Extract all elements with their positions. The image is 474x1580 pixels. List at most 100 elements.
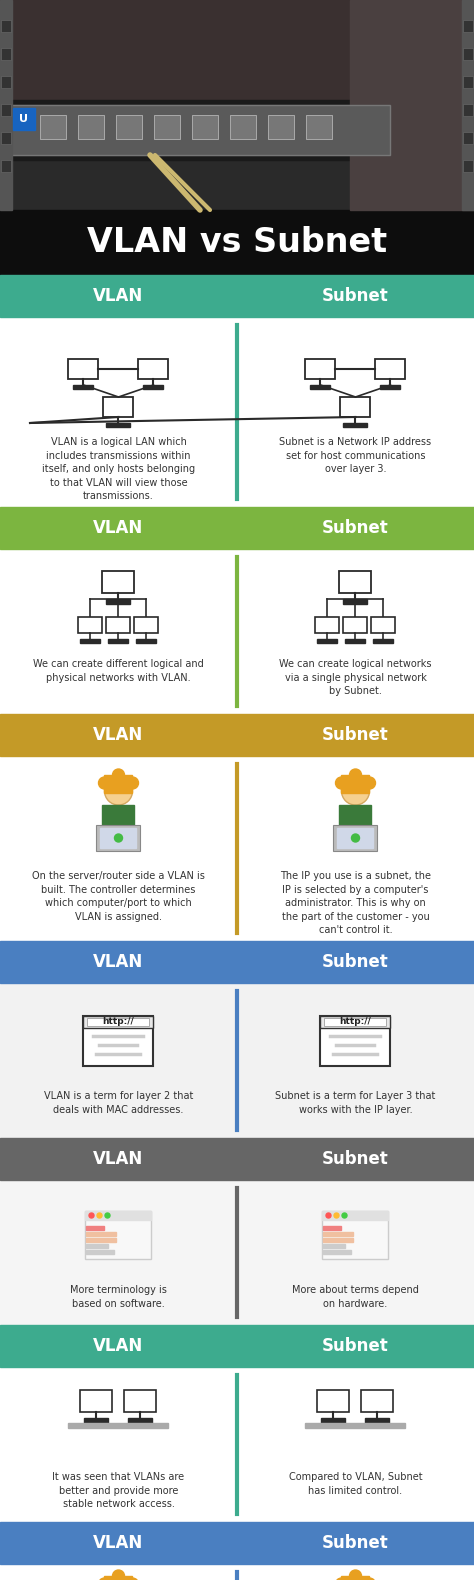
Bar <box>116 115 142 139</box>
Bar <box>69 359 99 379</box>
Bar <box>1 160 11 172</box>
Bar <box>0 275 474 318</box>
Bar <box>69 1424 168 1428</box>
Bar <box>341 1575 370 1580</box>
Bar <box>374 638 393 643</box>
Circle shape <box>112 769 125 781</box>
Circle shape <box>127 1578 138 1580</box>
Bar <box>0 318 474 507</box>
Circle shape <box>99 777 110 788</box>
Circle shape <box>127 777 138 788</box>
Bar <box>463 47 473 60</box>
Bar <box>306 115 332 139</box>
Bar <box>1 133 11 144</box>
Text: Subnet: Subnet <box>322 1337 389 1356</box>
Bar <box>463 21 473 32</box>
Bar <box>339 804 372 825</box>
Bar <box>86 1250 115 1255</box>
Circle shape <box>352 834 359 842</box>
Text: VLAN: VLAN <box>93 953 144 972</box>
Bar <box>88 1018 149 1025</box>
Bar <box>78 115 104 139</box>
Bar <box>84 1417 109 1424</box>
Circle shape <box>334 1213 339 1218</box>
Circle shape <box>112 1571 125 1580</box>
Circle shape <box>105 1213 110 1218</box>
Bar <box>306 1424 405 1428</box>
Bar <box>325 1018 386 1025</box>
Text: Subnet is a term for Layer 3 that
works with the IP layer.: Subnet is a term for Layer 3 that works … <box>275 1092 436 1114</box>
Circle shape <box>349 1571 362 1580</box>
Text: VLAN: VLAN <box>93 1337 144 1356</box>
Text: http://: http:// <box>103 1018 134 1027</box>
Circle shape <box>336 1578 347 1580</box>
Circle shape <box>341 1578 370 1580</box>
Bar <box>103 397 134 417</box>
Text: Compared to VLAN, Subnet
has limited control.: Compared to VLAN, Subnet has limited con… <box>289 1473 422 1496</box>
Circle shape <box>342 1213 347 1218</box>
Text: VLAN: VLAN <box>93 1150 144 1168</box>
Bar <box>344 423 367 427</box>
Text: Subnet: Subnet <box>322 518 389 537</box>
Bar <box>372 618 395 634</box>
Bar <box>144 386 164 389</box>
Bar <box>125 1390 156 1413</box>
Text: Subnet: Subnet <box>322 725 389 744</box>
Circle shape <box>336 777 347 788</box>
Bar <box>268 115 294 139</box>
Bar <box>306 359 336 379</box>
Bar <box>102 804 135 825</box>
Circle shape <box>104 777 133 804</box>
Bar <box>346 638 365 643</box>
Bar <box>1 76 11 88</box>
Bar <box>192 115 218 139</box>
Circle shape <box>364 777 375 788</box>
Bar <box>337 828 374 848</box>
Bar <box>0 0 474 100</box>
Text: Subnet: Subnet <box>322 288 389 305</box>
Bar <box>320 1016 391 1029</box>
Bar <box>83 1016 154 1029</box>
Text: Subnet: Subnet <box>322 953 389 972</box>
Bar <box>463 104 473 115</box>
Bar <box>135 618 158 634</box>
Bar <box>10 104 390 155</box>
Bar <box>0 548 474 714</box>
Bar <box>350 0 474 210</box>
Text: The IP you use is a subnet, the
IP is selected by a computer's
administrator. Th: The IP you use is a subnet, the IP is se… <box>280 871 431 935</box>
Bar <box>137 638 156 643</box>
Bar <box>316 618 339 634</box>
Bar <box>0 1564 474 1580</box>
Text: We can create logical networks
via a single physical network
by Subnet.: We can create logical networks via a sin… <box>279 659 432 697</box>
Bar <box>73 386 93 389</box>
Bar <box>463 76 473 88</box>
Bar <box>334 825 377 852</box>
Bar <box>0 0 12 210</box>
Bar <box>154 115 180 139</box>
Bar <box>0 755 474 942</box>
Bar <box>85 1210 152 1259</box>
Text: Subnet: Subnet <box>322 1150 389 1168</box>
Text: VLAN: VLAN <box>93 288 144 305</box>
Bar <box>1 21 11 32</box>
Bar <box>365 1417 390 1424</box>
Bar <box>320 1016 391 1066</box>
Bar <box>13 107 35 130</box>
Bar <box>310 386 330 389</box>
Bar <box>318 638 337 643</box>
Bar <box>81 638 100 643</box>
Bar <box>323 1232 354 1236</box>
Text: VLAN: VLAN <box>93 518 144 537</box>
Text: VLAN vs Subnet: VLAN vs Subnet <box>87 226 387 259</box>
Bar <box>40 115 66 139</box>
Bar <box>107 599 130 604</box>
Bar <box>83 1016 154 1066</box>
Circle shape <box>326 1213 331 1218</box>
Bar <box>341 776 370 793</box>
Bar <box>339 570 372 592</box>
Bar <box>100 828 137 848</box>
Bar <box>323 1239 354 1242</box>
Text: VLAN: VLAN <box>93 1534 144 1552</box>
Text: Subnet is a Network IP address
set for host communications
over layer 3.: Subnet is a Network IP address set for h… <box>280 438 431 474</box>
Bar <box>1 104 11 115</box>
